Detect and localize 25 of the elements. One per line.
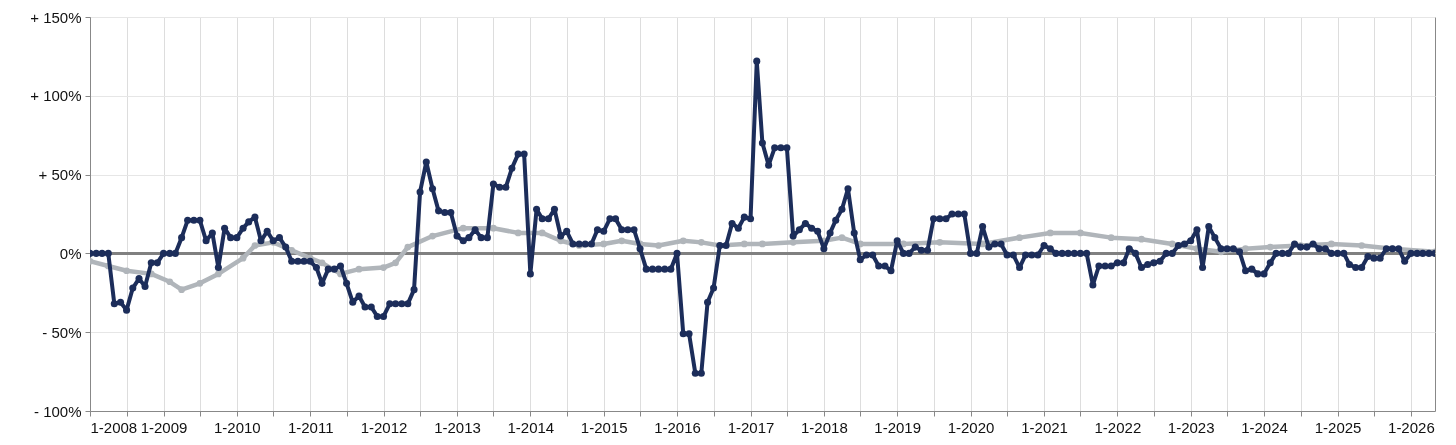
x-tick-label: 1-2019 — [874, 418, 922, 436]
x-tick-label: 1-2023 — [1167, 418, 1215, 436]
x-tick-label: 1-2016 — [654, 418, 701, 436]
x-tick-label: 1-2024 — [1241, 418, 1288, 436]
y-tick-label: + 50% — [38, 166, 82, 184]
x-tick-label: 1-2011 — [287, 418, 334, 436]
y-tick-label: + 100% — [30, 87, 82, 105]
x-tick-label: 1-2013 — [434, 418, 481, 436]
x-tick-label: 1-2015 — [580, 418, 628, 436]
x-tick-label: 1-2010 — [214, 418, 261, 436]
x-tick-label: 1-2012 — [360, 418, 408, 436]
x-tick-label: 1-2017 — [727, 418, 775, 436]
x-tick-label: 1-2022 — [1094, 418, 1142, 436]
y-tick-label: 0% — [59, 244, 82, 262]
x-tick-label: 1-2008 — [90, 418, 138, 436]
x-tick-label: 1-2009 — [140, 418, 188, 436]
x-tick-label: 1-2020 — [947, 418, 995, 436]
x-tick-label: 1-2026 — [1388, 418, 1435, 436]
x-tick-label: 1-2021 — [1021, 418, 1068, 436]
x-tick-label: 1-2014 — [507, 418, 555, 436]
x-tick-label: 1-2025 — [1314, 418, 1362, 436]
y-tick-label: - 100% — [33, 402, 82, 420]
x-tick-label: 1-2018 — [801, 418, 848, 436]
y-tick-label: - 50% — [42, 323, 82, 341]
y-tick-label: + 150% — [30, 8, 82, 26]
